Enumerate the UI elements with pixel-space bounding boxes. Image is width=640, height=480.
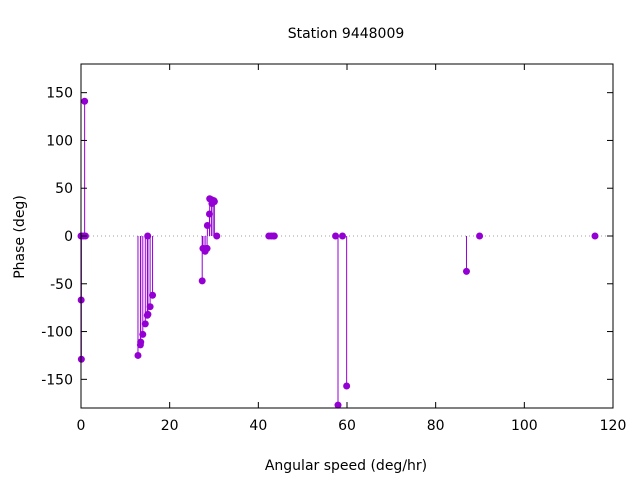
x-tick-label: 100	[511, 418, 538, 434]
y-tick-label: 50	[55, 181, 73, 197]
y-tick-label: -150	[41, 372, 73, 388]
data-point	[146, 303, 154, 311]
data-point	[334, 401, 342, 409]
data-point	[462, 267, 470, 275]
data-point	[205, 210, 213, 218]
chart-title: Station 9448009	[288, 26, 405, 42]
data-point	[137, 338, 145, 346]
data-point	[144, 232, 152, 240]
x-ticks: 0 20 40 60 80 100 120	[77, 64, 627, 434]
data-point	[270, 232, 278, 240]
data-point	[144, 310, 152, 318]
impulse-layer	[80, 101, 467, 406]
y-tick-label: 100	[46, 133, 73, 149]
data-point	[149, 291, 157, 299]
data-point	[139, 330, 147, 338]
x-tick-label: 120	[600, 418, 627, 434]
data-point	[210, 198, 218, 206]
data-point	[332, 232, 340, 240]
data-point	[338, 232, 346, 240]
x-tick-label: 0	[77, 418, 86, 434]
y-tick-label: -100	[41, 325, 73, 341]
y-tick-label: 150	[46, 86, 73, 102]
data-point	[134, 351, 142, 359]
data-point	[213, 232, 221, 240]
y-tick-label: 0	[64, 229, 73, 245]
x-axis-label: Angular speed (deg/hr)	[265, 458, 427, 474]
data-point	[81, 97, 89, 105]
data-point	[343, 382, 351, 390]
x-tick-label: 80	[427, 418, 445, 434]
x-tick-label: 20	[161, 418, 179, 434]
x-tick-label: 60	[338, 418, 356, 434]
y-ticks: -150 -100 -50 0 50 100 150	[41, 86, 613, 388]
data-point	[203, 244, 211, 252]
data-point	[141, 320, 149, 328]
point-layer	[77, 97, 599, 409]
x-tick-label: 40	[249, 418, 267, 434]
data-point	[591, 232, 599, 240]
y-axis-label: Phase (deg)	[12, 195, 28, 279]
y-tick-label: -50	[50, 277, 73, 293]
data-point	[198, 277, 206, 285]
data-point	[476, 232, 484, 240]
data-point	[203, 221, 211, 229]
